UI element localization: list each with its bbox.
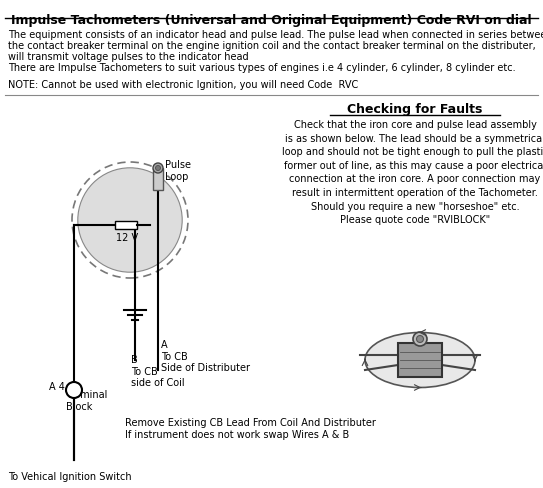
Text: The equipment consists of an indicator head and pulse lead. The pulse lead when : The equipment consists of an indicator h… [8,30,543,40]
Bar [153,168,163,190]
Text: Impulse Tachometers (Universal and Original Equipment) Code RVI on dial: Impulse Tachometers (Universal and Origi… [11,14,531,27]
Ellipse shape [365,332,475,387]
Text: NOTE: Cannot be used with electronic Ignition, you will need Code  RVC: NOTE: Cannot be used with electronic Ign… [8,80,358,90]
Text: A 4: A 4 [49,382,65,392]
Circle shape [78,168,182,272]
Text: will transmit voltage pulses to the indicator head: will transmit voltage pulses to the indi… [8,52,249,62]
Text: Check that the iron core and pulse lead assembly
is as shown below. The lead sho: Check that the iron core and pulse lead … [282,120,543,225]
Text: There are Impulse Tachometers to suit various types of engines i.e 4 cylinder, 6: There are Impulse Tachometers to suit va… [8,63,516,73]
Text: B
To CB
side of Coil: B To CB side of Coil [131,355,185,388]
Text: the contact breaker terminal on the engine ignition coil and the contact breaker: the contact breaker terminal on the engi… [8,41,536,51]
Circle shape [155,165,161,170]
Circle shape [413,332,427,346]
Circle shape [416,336,424,343]
Text: To Vehical Ignition Switch: To Vehical Ignition Switch [8,472,131,482]
Text: A
To CB
Side of Distributer: A To CB Side of Distributer [161,340,250,373]
Bar [398,343,442,377]
Bar [115,221,137,229]
Text: Remove Existing CB Lead From Coil And Distributer
If instrument does not work sw: Remove Existing CB Lead From Coil And Di… [125,418,376,440]
Text: Pulse
Loop: Pulse Loop [165,160,191,182]
Circle shape [153,163,163,173]
Text: Checking for Faults: Checking for Faults [348,103,483,116]
Circle shape [66,382,82,398]
Text: Terminal
Block: Terminal Block [66,390,108,411]
Text: 12 V: 12 V [116,233,138,243]
